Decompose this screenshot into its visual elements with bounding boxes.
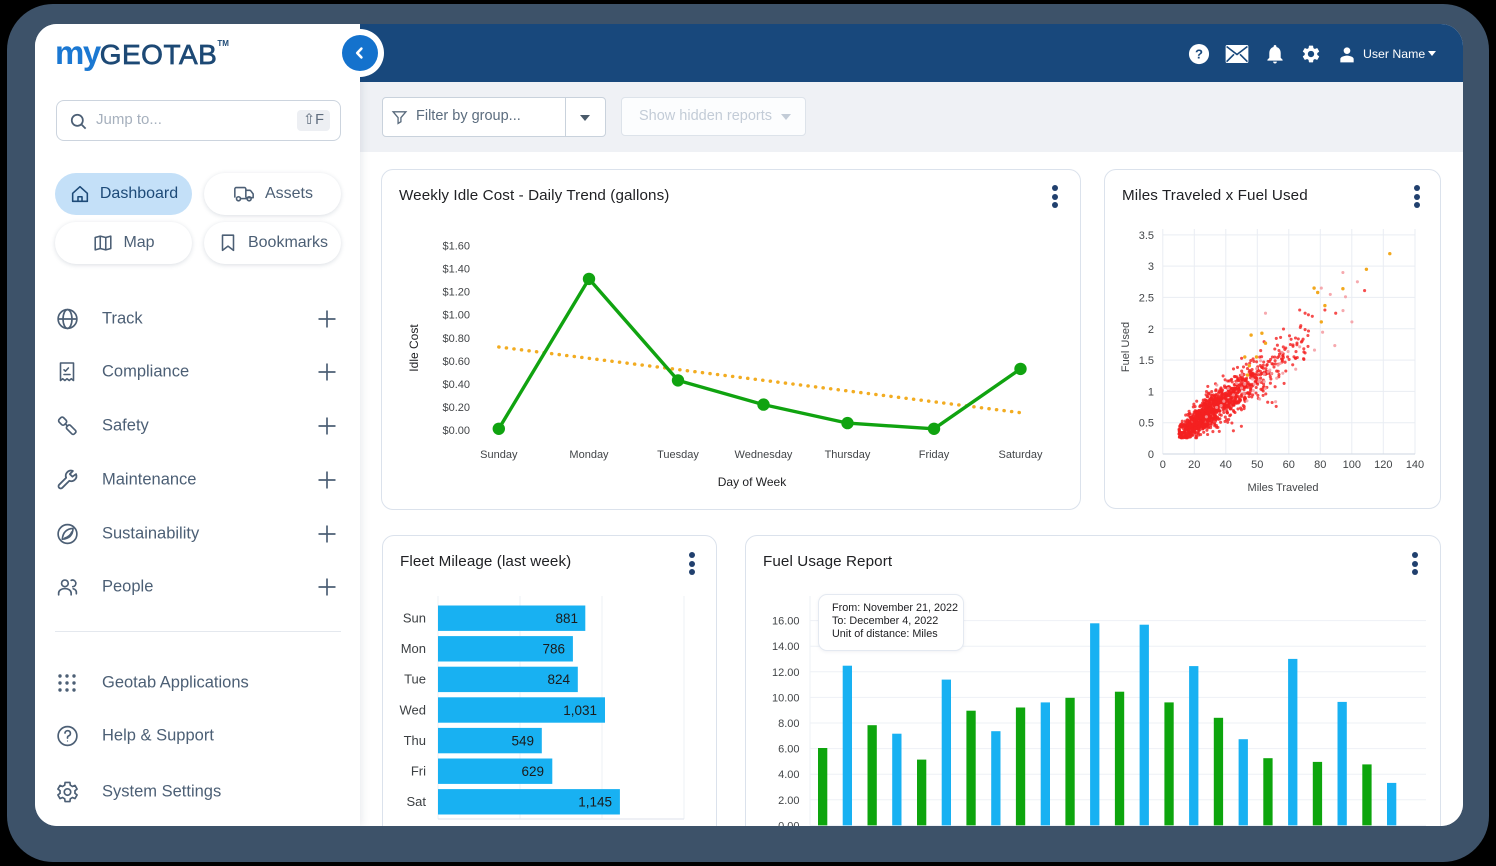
- svg-text:Thu: Thu: [404, 733, 426, 748]
- svg-text:Fuel Used: Fuel Used: [1120, 322, 1132, 372]
- svg-text:629: 629: [521, 764, 544, 779]
- svg-text:1: 1: [1148, 386, 1154, 398]
- svg-text:1,031: 1,031: [563, 703, 597, 718]
- svg-text:Saturday: Saturday: [998, 449, 1043, 461]
- svg-text:14.00: 14.00: [772, 641, 800, 653]
- svg-text:16.00: 16.00: [772, 616, 800, 628]
- svg-text:80: 80: [1314, 459, 1326, 471]
- svg-text:6.00: 6.00: [778, 744, 799, 756]
- svg-text:60: 60: [1283, 459, 1295, 471]
- svg-text:20: 20: [1188, 459, 1200, 471]
- svg-text:Idle Cost: Idle Cost: [407, 324, 421, 372]
- svg-text:Tuesday: Tuesday: [657, 449, 699, 461]
- svg-text:Sun: Sun: [403, 611, 426, 626]
- svg-text:Sunday: Sunday: [480, 449, 518, 461]
- svg-text:1,145: 1,145: [578, 795, 612, 810]
- svg-text:Day of Week: Day of Week: [718, 475, 787, 489]
- svg-text:?: ?: [1195, 47, 1203, 62]
- svg-text:0.00: 0.00: [778, 820, 799, 826]
- svg-text:0: 0: [1148, 449, 1154, 461]
- svg-text:3.5: 3.5: [1139, 230, 1154, 242]
- svg-text:$1.00: $1.00: [442, 310, 470, 322]
- svg-text:Tue: Tue: [404, 672, 426, 687]
- svg-text:0.5: 0.5: [1139, 418, 1154, 430]
- svg-text:50: 50: [1251, 459, 1263, 471]
- svg-text:549: 549: [511, 733, 534, 748]
- svg-text:881: 881: [555, 611, 578, 626]
- svg-text:$0.80: $0.80: [442, 333, 470, 345]
- svg-text:$0.40: $0.40: [442, 379, 470, 391]
- svg-text:1.5: 1.5: [1139, 355, 1154, 367]
- svg-text:$1.20: $1.20: [442, 287, 470, 299]
- svg-text:Fri: Fri: [411, 764, 426, 779]
- svg-text:Mon: Mon: [401, 641, 426, 656]
- svg-text:$1.60: $1.60: [442, 241, 470, 253]
- svg-text:$1.40: $1.40: [442, 264, 470, 276]
- svg-text:Wed: Wed: [400, 702, 427, 717]
- svg-text:$0.60: $0.60: [442, 356, 470, 368]
- svg-text:Wednesday: Wednesday: [735, 449, 793, 461]
- svg-text:Monday: Monday: [569, 449, 609, 461]
- svg-text:2.5: 2.5: [1139, 292, 1154, 304]
- svg-text:10.00: 10.00: [772, 692, 800, 704]
- svg-text:120: 120: [1374, 459, 1392, 471]
- svg-text:Miles Traveled: Miles Traveled: [1248, 482, 1319, 494]
- svg-text:Thursday: Thursday: [825, 449, 871, 461]
- svg-text:3: 3: [1148, 261, 1154, 273]
- svg-text:2.00: 2.00: [778, 795, 799, 807]
- svg-text:2: 2: [1148, 324, 1154, 336]
- svg-text:824: 824: [547, 672, 570, 687]
- svg-text:100: 100: [1343, 459, 1361, 471]
- svg-text:8.00: 8.00: [778, 718, 799, 730]
- svg-text:40: 40: [1220, 459, 1232, 471]
- svg-text:$0.00: $0.00: [442, 425, 470, 437]
- svg-text:0: 0: [1160, 459, 1166, 471]
- svg-text:786: 786: [542, 642, 565, 657]
- svg-text:$0.20: $0.20: [442, 402, 470, 414]
- svg-text:12.00: 12.00: [772, 667, 800, 679]
- svg-text:Friday: Friday: [919, 449, 950, 461]
- svg-text:4.00: 4.00: [778, 769, 799, 781]
- svg-text:140: 140: [1406, 459, 1424, 471]
- svg-text:Sat: Sat: [406, 794, 426, 809]
